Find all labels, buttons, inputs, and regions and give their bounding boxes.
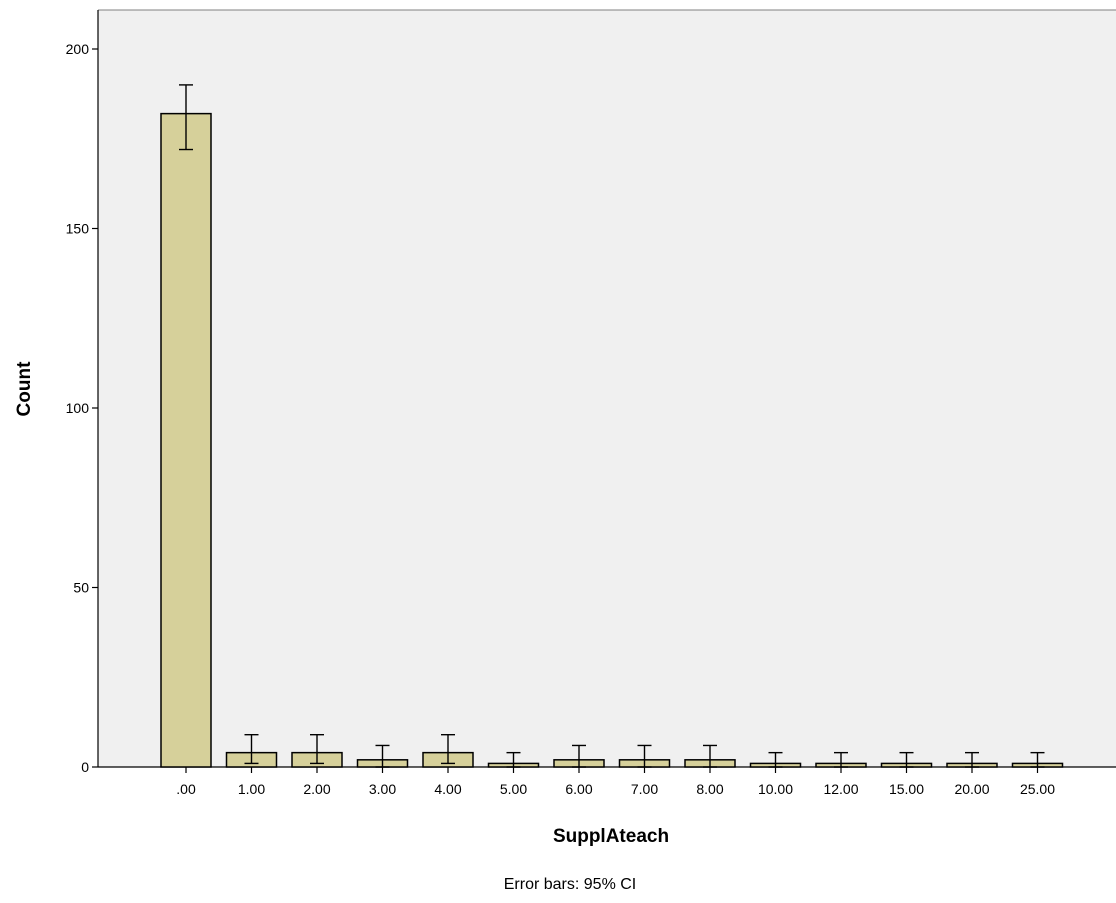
bar [160,112,212,768]
x-tick-label: 6.00 [565,781,592,797]
x-tick-label: 8.00 [696,781,723,797]
x-tick-label: 20.00 [954,781,989,797]
error-bar [506,751,521,768]
x-tick-label: 3.00 [369,781,396,797]
error-bar [1030,751,1045,768]
error-bar [441,733,455,765]
y-axis: 0 50 100 150 200 [66,10,99,775]
error-bar [637,744,652,768]
plot-area [98,10,1116,767]
error-bar [375,744,390,768]
error-bar [768,751,783,768]
error-bar [310,733,324,765]
x-tick-label: 15.00 [889,781,924,797]
x-tick-label: 25.00 [1020,781,1055,797]
error-bar [179,84,193,151]
error-bar [965,751,979,768]
y-tick-label: 200 [66,41,90,57]
error-bars-layer [179,84,1045,768]
x-tick-label: 10.00 [758,781,793,797]
x-axis-title: SupplAteach [553,826,669,847]
error-bar [834,751,848,768]
y-axis-title: Count [14,361,35,417]
error-bars-footnote: Error bars: 95% CI [504,876,636,893]
y-tick-label: 150 [66,221,90,237]
y-tick-label: 0 [81,759,89,775]
error-bar [899,751,914,768]
x-tick-label: 4.00 [434,781,461,797]
x-tick-label: 2.00 [303,781,330,797]
x-tick-label: 12.00 [823,781,858,797]
x-tick-label: 1.00 [238,781,265,797]
x-tick-label: 5.00 [500,781,527,797]
x-tick-label: 7.00 [631,781,658,797]
y-tick-label: 100 [66,400,90,416]
x-axis: .00 1.00 2.00 3.00 4.00 5.00 6.00 7.00 8.00 10.00… [98,766,1116,797]
x-tick-label: .00 [176,781,196,797]
error-bar [572,744,586,768]
error-bar [244,733,259,765]
y-tick-label: 50 [73,580,89,596]
error-bar [703,744,717,768]
